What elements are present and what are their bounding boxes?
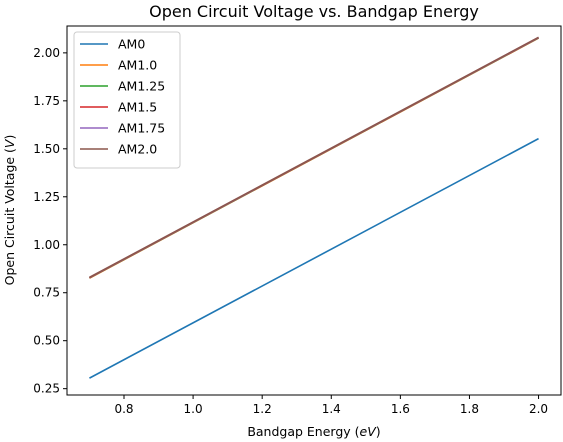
y-tick-label: 2.00 <box>33 46 60 60</box>
y-tick-label: 1.50 <box>33 142 60 156</box>
legend-frame <box>73 31 181 169</box>
chart-title: Open Circuit Voltage vs. Bandgap Energy <box>149 2 479 21</box>
y-tick-label: 1.25 <box>33 190 60 204</box>
y-axis-ticks: 0.25 0.50 0.75 1.00 1.25 1.50 1.75 2.00 <box>33 46 67 396</box>
series-lines <box>89 36 539 379</box>
y-tick-label: 1.00 <box>33 238 60 252</box>
x-axis-label-prefix: Bandgap Energy ( <box>247 424 359 439</box>
y-axis-label-prefix: Open Circuit Voltage ( <box>2 148 17 285</box>
legend-label-am1-25: AM1.25 <box>118 79 165 94</box>
legend-label-am1-0: AM1.0 <box>118 58 157 73</box>
x-tick-label: 1.8 <box>460 402 479 416</box>
y-axis-label: Open Circuit Voltage (V) <box>2 135 17 286</box>
x-tick-label: 1.6 <box>391 402 410 416</box>
x-tick-label: 1.2 <box>253 402 272 416</box>
y-axis-label-unit: V <box>2 138 17 148</box>
y-tick-label: 0.75 <box>33 286 60 300</box>
x-axis-ticks: 0.8 1.0 1.2 1.4 1.6 1.8 2.0 <box>114 395 548 416</box>
x-tick-label: 1.0 <box>184 402 203 416</box>
x-tick-label: 0.8 <box>114 402 133 416</box>
x-axis-label-suffix: ) <box>376 424 381 439</box>
y-tick-label: 0.25 <box>33 382 60 396</box>
plot-frame <box>66 25 562 396</box>
y-axis-label-suffix: ) <box>2 135 17 140</box>
x-axis-label: Bandgap Energy (eV) <box>247 424 380 439</box>
series-line-am2-0 <box>89 36 539 279</box>
x-tick-label: 2.0 <box>529 402 548 416</box>
y-tick-label: 0.50 <box>33 334 60 348</box>
x-tick-label: 1.4 <box>322 402 341 416</box>
legend-label-am1-75: AM1.75 <box>118 121 165 136</box>
x-axis-label-unit: eV <box>360 424 378 439</box>
legend-label-am2-0: AM2.0 <box>118 142 157 157</box>
legend: AM0 AM1.0 AM1.25 AM1.5 AM1.75 AM2.0 <box>73 31 181 169</box>
legend-label-am0: AM0 <box>118 37 145 52</box>
legend-label-am1-5: AM1.5 <box>118 100 157 115</box>
series-line-am0 <box>89 137 539 379</box>
y-tick-label: 1.75 <box>33 94 60 108</box>
